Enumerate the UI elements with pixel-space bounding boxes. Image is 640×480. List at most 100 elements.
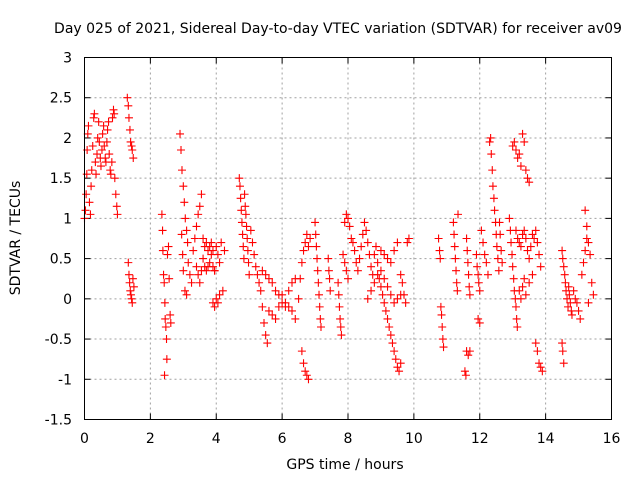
data-point-marker — [197, 190, 206, 199]
data-point-marker — [495, 218, 504, 227]
data-point-marker — [166, 310, 175, 319]
data-point-marker — [125, 125, 134, 134]
data-point-marker — [435, 246, 444, 255]
data-point-marker — [301, 367, 310, 376]
data-point-marker — [536, 262, 545, 271]
data-point-marker — [212, 294, 221, 303]
data-point-marker — [558, 246, 567, 255]
data-point-marker — [106, 170, 115, 179]
data-point-marker — [93, 150, 102, 159]
data-point-marker — [386, 331, 395, 340]
data-point-marker — [589, 290, 598, 299]
data-point-marker — [564, 282, 573, 291]
data-point-marker — [199, 234, 208, 243]
data-point-marker — [569, 286, 578, 295]
data-point-marker — [398, 278, 407, 287]
data-point-marker — [213, 250, 222, 259]
data-point-marker — [311, 230, 320, 239]
data-point-marker — [576, 314, 585, 323]
data-point-marker — [106, 166, 115, 175]
data-point-marker — [352, 258, 361, 267]
data-point-marker — [582, 234, 591, 243]
data-point-marker — [525, 254, 534, 263]
data-point-marker — [126, 286, 135, 295]
data-point-marker — [107, 158, 116, 167]
data-point-marker — [284, 302, 293, 311]
data-point-marker — [157, 210, 166, 219]
data-point-marker — [110, 109, 119, 118]
data-point-marker — [515, 286, 524, 295]
data-point-marker — [511, 146, 520, 155]
data-point-marker — [367, 262, 376, 271]
data-point-marker — [521, 166, 530, 175]
data-point-marker — [452, 278, 461, 287]
data-point-marker — [278, 290, 287, 299]
data-point-marker — [239, 254, 248, 263]
x-tick-label: 12 — [471, 431, 489, 447]
data-point-marker — [103, 125, 112, 134]
data-point-marker — [581, 206, 590, 215]
data-point-marker — [475, 318, 484, 327]
y-tick-label: 1.5 — [50, 171, 72, 187]
data-point-marker — [505, 214, 514, 223]
data-point-marker — [241, 202, 250, 211]
data-point-marker — [220, 246, 229, 255]
data-point-marker — [281, 298, 290, 307]
data-point-marker — [334, 290, 343, 299]
data-point-marker — [396, 290, 405, 299]
data-point-marker — [559, 262, 568, 271]
data-point-marker — [129, 154, 138, 163]
data-point-marker — [525, 278, 534, 287]
data-point-marker — [536, 363, 545, 372]
data-point-marker — [530, 234, 539, 243]
data-point-marker — [486, 133, 495, 142]
data-point-marker — [124, 101, 133, 110]
data-point-marker — [124, 113, 133, 122]
data-point-marker — [264, 274, 273, 283]
data-point-marker — [256, 286, 265, 295]
data-point-marker — [587, 278, 596, 287]
data-point-marker — [177, 230, 186, 239]
data-point-marker — [126, 137, 135, 146]
data-point-marker — [511, 302, 520, 311]
data-point-marker — [396, 359, 405, 368]
data-point-marker — [342, 210, 351, 219]
data-point-marker — [513, 154, 522, 163]
data-point-marker — [436, 254, 445, 263]
data-point-marker — [87, 182, 96, 191]
data-point-marker — [345, 222, 354, 231]
data-point-marker — [238, 230, 247, 239]
data-point-marker — [129, 282, 138, 291]
data-point-marker — [560, 270, 569, 279]
data-point-marker — [162, 355, 171, 364]
data-point-marker — [213, 298, 222, 307]
data-point-marker — [474, 278, 483, 287]
data-point-marker — [462, 234, 471, 243]
data-point-marker — [350, 246, 359, 255]
data-point-marker — [362, 226, 371, 235]
data-point-marker — [521, 290, 530, 299]
data-point-marker — [160, 298, 169, 307]
data-point-marker — [311, 218, 320, 227]
data-point-marker — [177, 166, 186, 175]
data-point-marker — [381, 306, 390, 315]
data-point-marker — [436, 302, 445, 311]
data-point-marker — [179, 182, 188, 191]
data-point-marker — [92, 170, 101, 179]
data-point-marker — [390, 347, 399, 356]
data-point-marker — [271, 286, 280, 295]
data-point-marker — [480, 250, 489, 259]
data-point-marker — [376, 246, 385, 255]
data-point-marker — [100, 141, 109, 150]
data-point-marker — [474, 314, 483, 323]
data-point-marker — [563, 294, 572, 303]
data-point-marker — [123, 93, 132, 102]
data-point-marker — [483, 270, 492, 279]
data-point-marker — [516, 242, 525, 251]
data-point-marker — [85, 198, 94, 207]
data-point-marker — [126, 290, 135, 299]
data-point-marker — [248, 238, 257, 247]
data-point-marker — [261, 270, 270, 279]
data-point-marker — [461, 371, 470, 380]
data-point-marker — [371, 242, 380, 251]
